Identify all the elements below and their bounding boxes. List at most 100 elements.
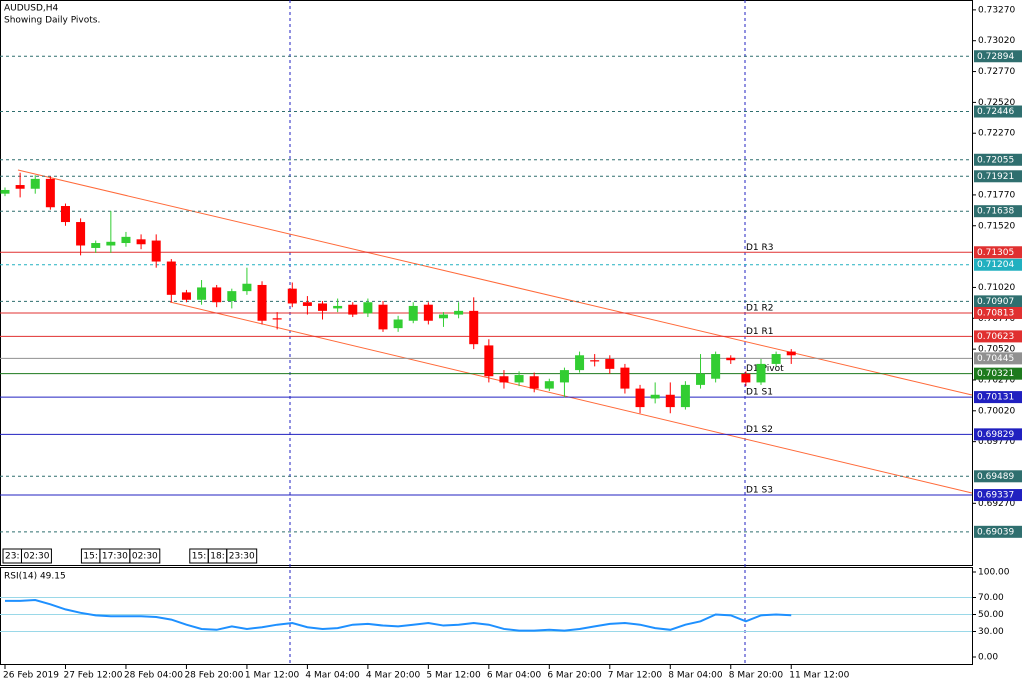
period-label: 17:30 <box>102 552 128 562</box>
candle-body <box>302 302 312 306</box>
level-label-box <box>974 105 1022 118</box>
main-panel <box>0 0 973 566</box>
candle-body <box>212 287 222 303</box>
level-label: 0.70623 <box>977 332 1014 342</box>
level-label: 0.69039 <box>977 527 1014 537</box>
level-label: 0.72894 <box>977 52 1014 62</box>
level-name: D1 R2 <box>746 303 774 313</box>
candle-body <box>45 178 55 208</box>
y-tick-label: 0.71520 <box>978 221 1015 231</box>
level-label-box <box>974 205 1022 218</box>
y-tick-label: 0.72270 <box>978 129 1015 139</box>
level-label: 0.71921 <box>977 172 1014 182</box>
level-label-box <box>974 330 1022 343</box>
level-label: 0.70445 <box>977 354 1014 364</box>
y-tick-label: 0.69270 <box>978 499 1015 509</box>
x-tick-label: 4 Mar 04:00 <box>305 671 360 681</box>
candle-body <box>287 288 297 304</box>
candle-body <box>91 243 101 248</box>
period-box <box>20 548 52 564</box>
y-tick-label: 0.73270 <box>978 5 1015 15</box>
level-name: D1 R1 <box>746 327 774 337</box>
period-label: 15: <box>192 552 206 562</box>
level-name: D1 S2 <box>746 425 773 435</box>
level-label: 0.70907 <box>977 297 1014 307</box>
candle-body <box>106 241 116 246</box>
level-label-box <box>974 470 1022 483</box>
candle-body <box>181 292 191 300</box>
candle-body <box>484 345 494 377</box>
candle-body <box>665 394 675 408</box>
candle-body <box>197 287 207 300</box>
candle-body <box>393 319 403 329</box>
candle-body <box>454 310 464 315</box>
y-tick-label: 0.70270 <box>978 375 1015 385</box>
level-label-box <box>974 352 1022 365</box>
level-name: D1 S3 <box>746 486 773 496</box>
x-tick-label: 5 Mar 12:00 <box>426 671 481 681</box>
candle-body <box>590 360 600 362</box>
y-tick-label: 0.70520 <box>978 345 1015 355</box>
level-label-box <box>974 489 1022 502</box>
x-tick-label: 4 Mar 20:00 <box>366 671 421 681</box>
candle-body <box>786 351 796 356</box>
level-label: 0.70813 <box>977 308 1014 318</box>
candle-body <box>529 376 539 389</box>
x-tick-label: 28 Feb 04:00 <box>124 671 183 681</box>
candle-body <box>378 304 388 330</box>
period-label: 23:30 <box>229 552 255 562</box>
chart-subtitle: Showing Daily Pivots. <box>4 16 100 26</box>
candle-body <box>575 355 585 371</box>
x-tick-label: 8 Mar 20:00 <box>729 671 784 681</box>
y-tick-label: 0.72520 <box>978 98 1015 108</box>
y-tick-label: 0.00 <box>978 653 998 663</box>
y-tick-label: 0.71770 <box>978 190 1015 200</box>
period-label: 18: <box>210 552 224 562</box>
level-name: D1 S1 <box>746 388 773 398</box>
level-label: 0.71305 <box>977 248 1014 258</box>
candle-body <box>272 318 282 320</box>
candle-body <box>363 302 373 314</box>
y-tick-label: 0.73020 <box>978 36 1015 46</box>
candle-body <box>30 178 40 189</box>
candle-body <box>680 384 690 408</box>
level-label: 0.70131 <box>977 393 1014 403</box>
candle-body <box>559 370 569 383</box>
candle-body <box>726 357 736 361</box>
level-label-box <box>974 246 1022 259</box>
rsi-panel <box>0 567 973 665</box>
candle-body <box>469 310 479 345</box>
x-tick-label: 28 Feb 20:00 <box>184 671 243 681</box>
candle-body <box>333 305 343 309</box>
channel-line <box>17 169 973 396</box>
y-tick-label: 0.69770 <box>978 437 1015 447</box>
candle-body <box>605 358 615 369</box>
y-tick-label: 0.71020 <box>978 283 1015 293</box>
level-label-box <box>974 295 1022 308</box>
candle-body <box>257 284 267 321</box>
x-tick-label: 6 Mar 04:00 <box>487 671 542 681</box>
level-name: D1 R3 <box>746 243 774 253</box>
candle-body <box>635 388 645 408</box>
y-tick-label: 70.00 <box>978 593 1004 603</box>
x-tick-label: 11 Mar 12:00 <box>789 671 849 681</box>
y-tick-label: 0.72770 <box>978 67 1015 77</box>
x-tick-label: 1 Mar 12:00 <box>245 671 300 681</box>
level-label-box <box>974 391 1022 404</box>
candle-body <box>514 375 524 383</box>
candle-body <box>696 373 706 385</box>
level-label-box <box>974 525 1022 538</box>
rsi-title: RSI(14) 49.15 <box>4 572 66 582</box>
chart-title: AUDUSD,H4 <box>4 4 59 14</box>
candle-body <box>166 261 176 295</box>
candle-body <box>499 376 509 383</box>
candle-body <box>76 222 86 246</box>
y-tick-label: 100.00 <box>978 568 1010 578</box>
level-label-box <box>974 258 1022 271</box>
level-label-box <box>974 153 1022 166</box>
period-box <box>129 548 161 564</box>
level-label: 0.72446 <box>977 107 1014 117</box>
level-label-box <box>974 170 1022 183</box>
candle-body <box>408 305 418 321</box>
